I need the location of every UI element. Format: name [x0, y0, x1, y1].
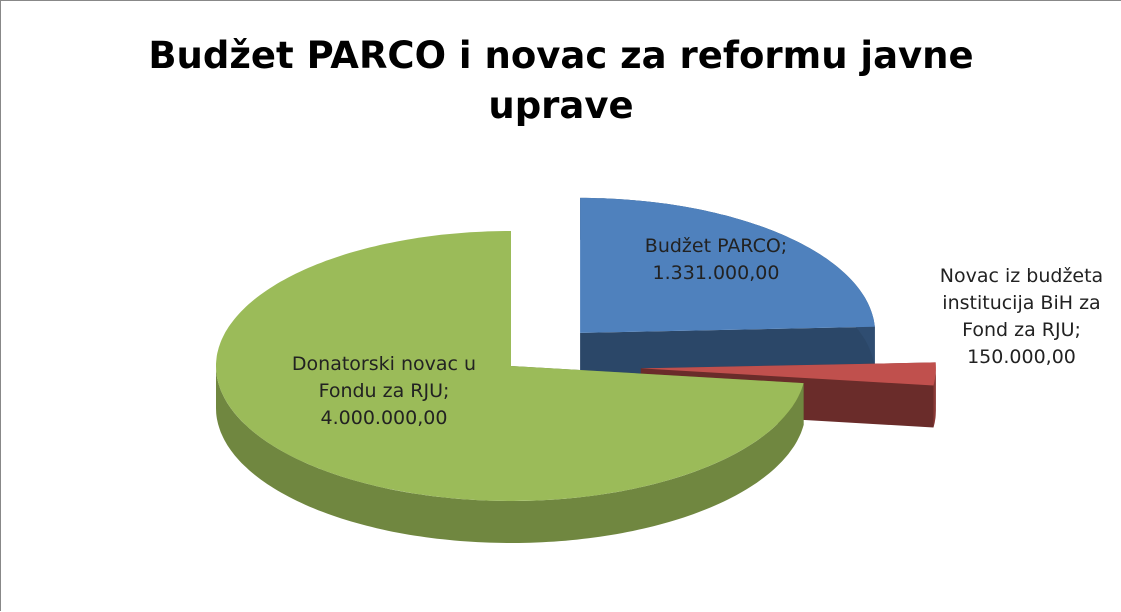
slice-name: Novac iz budžeta institucija BiH za Fond… [939, 265, 1104, 341]
slice-name: Budžet PARCO [644, 235, 781, 257]
chart-title: Budžet PARCO i novac za reformu javne up… [148, 34, 974, 127]
slice-value: 150.000,00 [967, 346, 1076, 368]
data-label: Donatorski novac u Fondu za RJU; 4.000.0… [269, 351, 499, 432]
slice-value: 4.000.000,00 [320, 407, 448, 429]
slice [216, 231, 804, 501]
label-separator: ; [443, 380, 450, 402]
data-label: Novac iz budžeta institucija BiH za Fond… [929, 263, 1114, 371]
slice-name: Donatorski novac u Fondu za RJU [291, 353, 477, 402]
slice-side [216, 366, 804, 543]
label-separator: ; [780, 235, 788, 257]
slice [640, 362, 936, 386]
slice [580, 197, 875, 333]
label-separator: ; [1074, 319, 1081, 341]
data-label: Budžet PARCO; 1.331.000,00 [616, 233, 816, 287]
slice-value: 1.331.000,00 [652, 262, 780, 284]
slice-radial-face [580, 326, 875, 375]
